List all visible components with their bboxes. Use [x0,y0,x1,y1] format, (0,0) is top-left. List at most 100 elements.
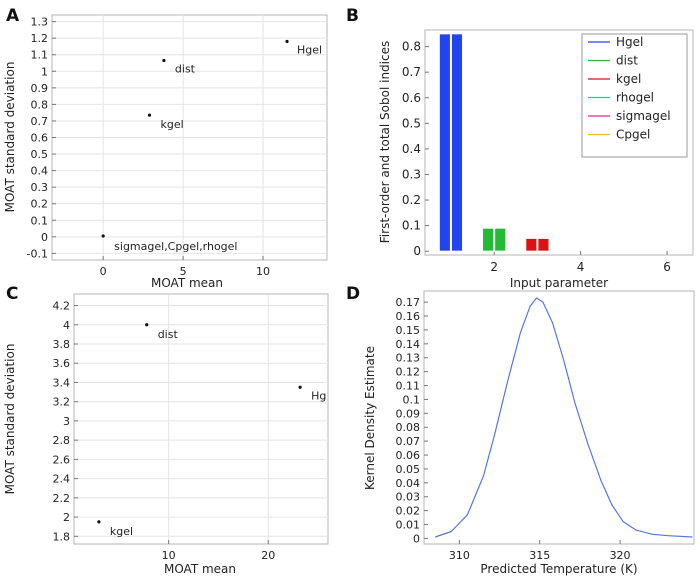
point-label: Hg [311,389,326,402]
x-tick-label: 10 [162,549,176,562]
y-tick-label: 0.02 [396,505,421,518]
y-tick-label: 0.9 [31,82,49,95]
x-axis-title: MOAT mean [151,276,223,290]
kde-line [435,297,693,538]
legend-label: dist [616,54,638,68]
y-tick-label: 0.03 [396,491,421,504]
y-tick-label: 0.6 [31,132,49,145]
point-label: Hgel [297,43,322,56]
y-tick-label: 0.05 [396,463,421,476]
x-axis-title: MOAT mean [164,562,236,576]
data-point [162,58,166,63]
bar-total-Hgel [450,33,464,252]
y-tick-label: 0.7 [31,115,49,128]
y-tick-label: 1.1 [31,49,49,62]
x-tick-label: 310 [449,549,470,562]
x-tick-label: 20 [261,549,275,562]
y-tick-label: 1.2 [31,32,49,45]
y-axis-title: Kernel Density Estimate [363,346,377,490]
y-tick-label: 0.07 [396,435,421,448]
y-tick-label: 0.1 [31,214,49,227]
point-label: kgel [161,118,184,131]
x-axis-title: Predicted Temperature (K) [480,562,637,576]
x-tick-label: 5 [180,265,187,278]
data-point [298,385,302,389]
data-point [285,39,289,44]
y-tick-label: 3.6 [53,357,71,370]
y-tick-label: 0.6 [402,91,421,105]
y-tick-label: 0.15 [396,324,421,337]
panel-c-letter: C [6,284,18,304]
legend-label: rhogel [616,91,654,105]
x-tick-label: 10 [256,265,270,278]
y-tick-label: 0.06 [396,449,421,462]
x-axis-title: Input parameter [510,276,608,290]
y-tick-label: 3 [63,415,70,428]
y-tick-label: 0 [413,244,421,258]
x-tick-label: 6 [663,260,671,274]
bar-first-order-kgel [525,237,538,252]
y-tick-label: -0.1 [27,247,48,260]
x-tick-label: 320 [610,549,631,562]
y-tick-label: 0.5 [402,116,421,130]
y-tick-label: 0.2 [31,198,49,211]
point-label: sigmagel,Cpgel,rhogel [114,240,237,253]
bar-first-order-dist [482,227,495,252]
y-tick-label: 0.1 [403,393,421,406]
y-tick-label: 0.13 [396,352,421,365]
y-tick-label: 0 [41,231,48,244]
data-point [147,113,152,117]
panel-a: A -0.1 0 0.1 0.2 0.3 0.4 0.5 0.6 0.7 0.8 0.9 1 1.1 1.… [3,6,328,290]
y-tick-label: 3.8 [53,338,71,351]
bar-first-order-Hgel [438,33,451,252]
x-tick-label: 315 [529,549,550,562]
point-label: dist [158,328,179,341]
y-tick-label: 0.3 [402,167,421,181]
legend-label: Hgel [616,35,643,49]
y-tick-label: 0 [413,532,420,545]
panel-b: B 0 0.1 0.2 0.3 0.4 0.5 0.6 0.7 0.8 2 4 6 Input para… [346,6,694,290]
bar-total-kgel [537,237,550,252]
y-tick-label: 0.2 [402,193,421,207]
x-tick-label: 2 [490,260,498,274]
x-tick-label: 0 [100,265,107,278]
panel-d-plot-frame [423,290,695,545]
legend-box [581,33,688,158]
y-tick-label: 0.5 [31,148,49,161]
y-tick-label: 0.7 [402,65,421,79]
y-tick-label: 0.8 [402,40,421,54]
y-axis-title: First-order and total Sobol indices [378,41,392,243]
bar-total-dist [494,227,507,252]
y-tick-label: 0.1 [402,219,421,233]
data-point [145,323,149,327]
y-tick-label: 1 [41,65,48,78]
y-tick-label: 0.16 [396,310,421,323]
y-tick-label: 3.2 [53,396,71,409]
panel-d: D 00.010.020.030.040.050.060.070.080.090… [346,284,695,576]
y-tick-label: 1.3 [31,16,49,29]
y-tick-label: 0.01 [396,519,421,532]
panel-d-letter: D [346,284,360,304]
panel-a-letter: A [6,6,20,26]
y-tick-label: 0.14 [396,338,421,351]
y-tick-label: 0.04 [396,477,421,490]
y-tick-label: 0.11 [396,380,421,393]
y-tick-label: 2.8 [53,434,71,447]
y-tick-label: 3.4 [53,376,71,389]
legend-label: sigmagel [616,109,671,123]
legend-label: Cpgel [616,128,650,142]
panel-c-plot-frame [73,293,329,545]
y-tick-label: 1.8 [53,530,71,543]
y-tick-label: 0.8 [31,98,49,111]
y-tick-label: 4 [63,319,70,332]
y-axis-title: MOAT standard deviation [3,62,17,213]
y-tick-label: 4.2 [53,300,71,313]
y-axis-title: MOAT standard deviation [3,344,17,495]
y-tick-label: 0.17 [396,296,421,309]
y-tick-label: 0.3 [31,181,49,194]
y-tick-label: 0.4 [31,165,49,178]
y-tick-label: 0.12 [396,366,421,379]
y-tick-label: 0.4 [402,142,421,156]
legend-label: kgel [616,72,641,86]
